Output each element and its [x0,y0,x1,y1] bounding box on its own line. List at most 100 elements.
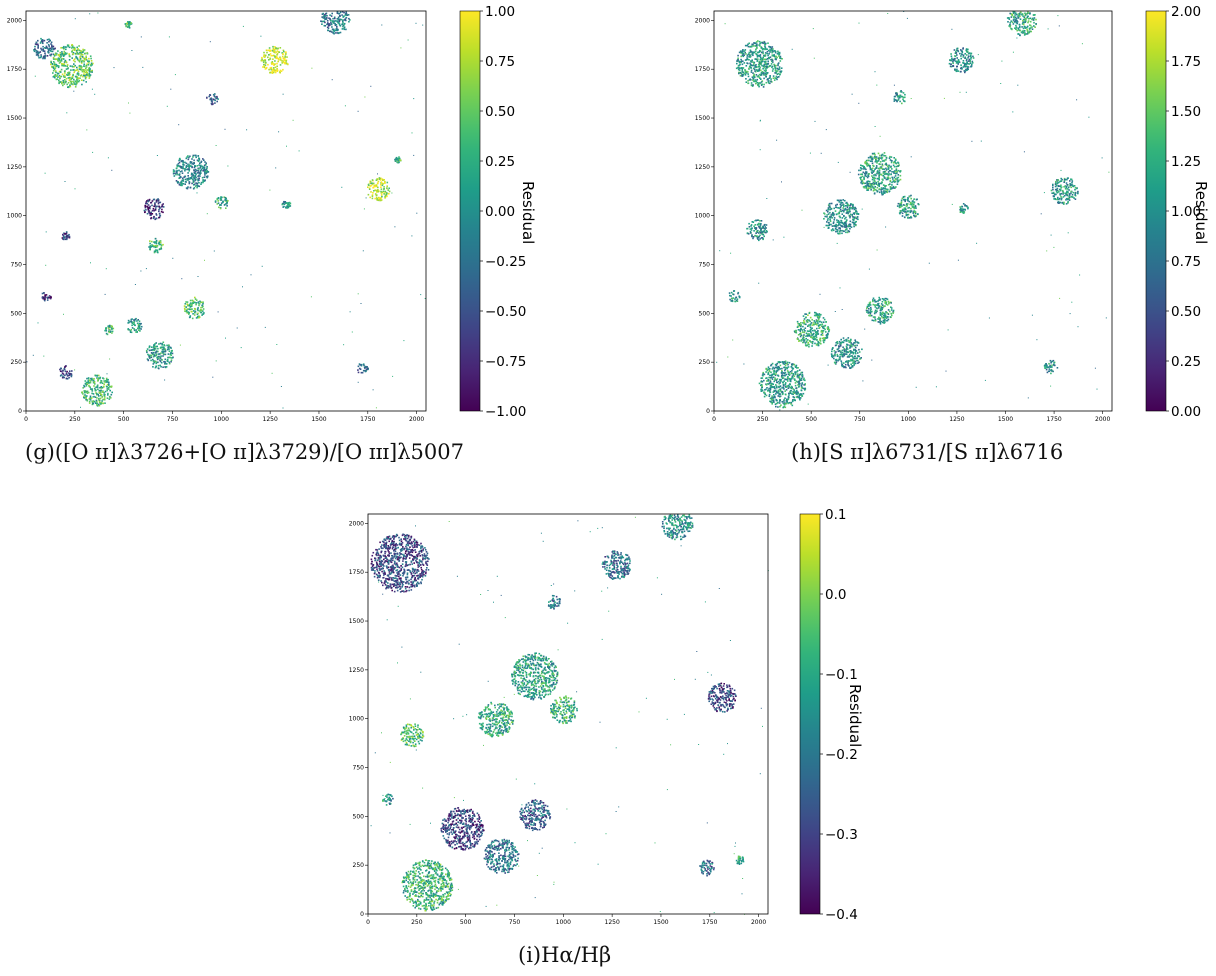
pixel [905,203,908,205]
pixel [76,76,79,79]
pixel [969,60,971,63]
pixel [1068,193,1071,195]
pixel [58,53,60,56]
pixel [202,167,205,169]
pixel [763,69,766,72]
pixel [889,177,891,180]
pixel [328,25,330,27]
pixel [71,45,74,47]
pixel [74,53,77,55]
pixel [847,337,850,339]
pixel [335,24,338,26]
pixel [1073,185,1076,187]
pixel [83,384,85,387]
pixel [763,64,765,67]
pixel [779,405,781,408]
pixel [766,50,769,53]
pixel [79,68,82,71]
pixel [179,158,181,161]
pixel [1067,177,1069,179]
pixel [885,191,887,193]
pixel [75,69,78,71]
pixel [887,177,889,179]
pixel [1031,18,1033,21]
pixel [737,54,739,57]
pixel [154,366,157,369]
pixel [177,173,179,176]
pixel [794,373,797,376]
pixel [835,213,838,215]
pixel [98,397,100,400]
pixel [38,51,41,54]
pixel [78,60,81,63]
pixel [191,163,193,165]
pixel [854,221,856,223]
pixel [213,98,215,101]
pixel [1069,184,1072,186]
pixel [964,65,967,68]
pixel [39,51,42,53]
pixel [50,63,52,66]
pixel [339,25,342,27]
pixel [844,205,847,207]
pixel [863,168,865,170]
pixel [358,367,361,370]
pixel [332,21,334,24]
pixel [64,233,66,235]
pixel [59,53,62,56]
speck [140,36,142,38]
pixel [261,59,263,62]
pixel [741,52,744,54]
pixel [43,55,46,57]
pixel [902,98,904,101]
pixel [37,47,39,49]
pixel [771,66,773,69]
pixel [88,384,90,387]
pixel [95,402,97,404]
pixel [838,347,840,349]
pixel [753,73,755,76]
pixel [966,65,969,68]
pixel [1069,180,1071,182]
pixel [751,235,753,238]
pixel [67,374,70,377]
pixel [66,378,69,380]
pixel [40,40,42,43]
pixel [868,305,870,307]
pixel [836,353,839,356]
pixel [216,97,218,99]
pixel [278,59,280,61]
pixel [159,353,161,355]
pixel [154,237,157,240]
pixel [776,56,778,59]
pixel [1074,188,1076,191]
pixel [763,58,765,61]
pixel [216,100,218,103]
pixel [74,64,76,67]
pixel [1035,23,1037,25]
pixel [895,100,898,102]
pixel [899,178,902,181]
pixel [855,207,857,210]
pixel [874,154,876,156]
pixel [205,172,208,175]
pixel [91,377,93,380]
pixel [957,49,959,52]
pixel [1077,190,1079,193]
pixel [199,162,201,164]
pixel [203,164,206,167]
pixel [889,179,892,182]
pixel [85,395,87,398]
pixel [166,358,169,361]
pixel [752,43,754,46]
pixel [886,178,889,180]
pixel [866,188,869,191]
pixel [841,217,844,219]
pixel [102,377,105,380]
pixel [957,59,960,61]
pixel [79,77,81,79]
pixel [842,355,844,358]
pixel [889,188,892,190]
pixel [273,68,275,70]
pixel [1026,12,1029,15]
